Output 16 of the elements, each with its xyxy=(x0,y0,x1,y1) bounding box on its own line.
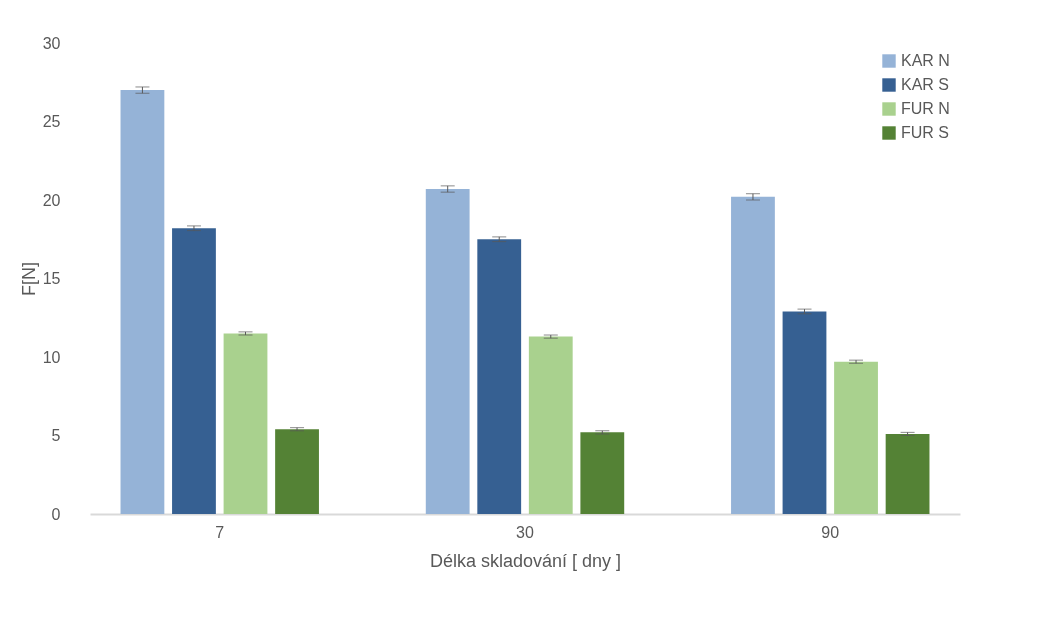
y-axis-title: F[N] xyxy=(18,262,39,296)
y-tick-label: 15 xyxy=(42,270,61,287)
x-axis-title: Délka skladování [ dny ] xyxy=(429,550,622,571)
legend-label: FUR N xyxy=(901,100,950,117)
y-tick-label: 0 xyxy=(51,505,61,523)
y-tick-label: 20 xyxy=(42,191,61,209)
x-tick-label: 90 xyxy=(821,523,840,541)
y-tick-label: 30 xyxy=(42,34,61,52)
y-tick-label: 5 xyxy=(51,427,61,444)
legend-label: KAR N xyxy=(901,52,950,69)
legend-label: FUR S xyxy=(901,124,949,141)
legend-label: KAR S xyxy=(901,76,950,93)
y-tick-label: 25 xyxy=(42,113,61,130)
x-tick-label: 7 xyxy=(215,523,225,541)
y-tick-label: 10 xyxy=(42,348,61,366)
x-tick-label: 30 xyxy=(516,523,534,541)
